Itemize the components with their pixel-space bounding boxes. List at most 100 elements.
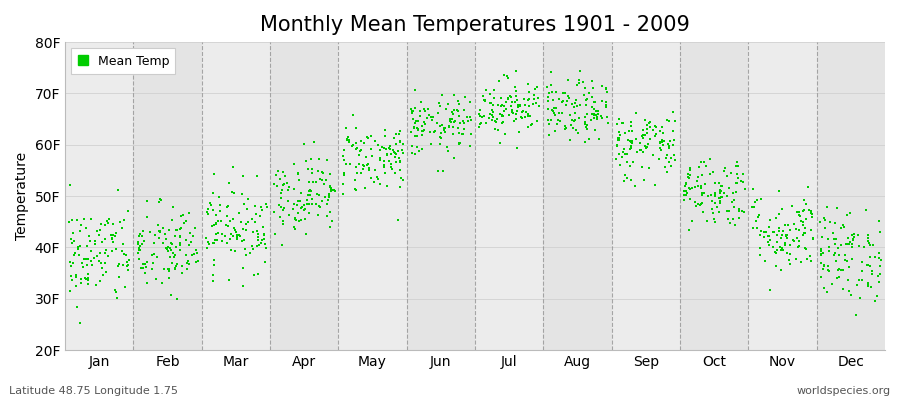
- Point: [638, 142, 652, 149]
- Point: [540, 116, 554, 123]
- Point: [98, 235, 112, 242]
- Point: [599, 99, 614, 106]
- Point: [463, 114, 477, 120]
- Point: [250, 237, 265, 244]
- Point: [403, 129, 418, 135]
- Point: [456, 106, 471, 113]
- Point: [433, 134, 447, 140]
- Point: [503, 103, 517, 110]
- Point: [834, 267, 849, 273]
- Point: [178, 252, 193, 258]
- Point: [437, 125, 452, 131]
- Point: [153, 228, 167, 234]
- Point: [106, 232, 121, 238]
- Point: [410, 125, 424, 131]
- Point: [101, 253, 115, 259]
- Point: [504, 106, 518, 113]
- Point: [320, 201, 334, 207]
- Point: [248, 203, 262, 209]
- Point: [501, 96, 516, 102]
- Point: [649, 123, 663, 130]
- Point: [215, 231, 230, 237]
- Point: [587, 98, 601, 105]
- Point: [98, 222, 112, 229]
- Point: [708, 200, 723, 206]
- Point: [611, 137, 625, 143]
- Point: [94, 221, 108, 227]
- Point: [769, 263, 783, 269]
- Point: [282, 212, 296, 218]
- Point: [638, 132, 652, 138]
- Point: [337, 170, 351, 176]
- Point: [68, 283, 83, 290]
- Point: [206, 278, 220, 284]
- Point: [392, 128, 407, 134]
- Point: [222, 218, 237, 224]
- Point: [211, 230, 225, 236]
- Point: [775, 244, 789, 251]
- Point: [550, 121, 564, 127]
- Point: [719, 193, 733, 199]
- Point: [181, 258, 195, 264]
- Point: [153, 196, 167, 203]
- Point: [836, 267, 850, 274]
- Point: [292, 198, 307, 204]
- Point: [620, 150, 634, 157]
- Point: [383, 163, 398, 170]
- Point: [175, 224, 189, 231]
- Point: [542, 90, 556, 96]
- Point: [763, 216, 778, 223]
- Point: [207, 256, 221, 263]
- Point: [256, 237, 270, 244]
- Point: [78, 225, 93, 232]
- Point: [688, 184, 702, 190]
- Point: [715, 194, 729, 200]
- Point: [498, 102, 512, 109]
- Point: [695, 200, 709, 206]
- Point: [109, 246, 123, 252]
- Point: [732, 207, 746, 214]
- Point: [578, 121, 592, 128]
- Point: [322, 194, 337, 200]
- Point: [776, 228, 790, 234]
- Point: [735, 179, 750, 185]
- Point: [351, 161, 365, 168]
- Point: [540, 84, 554, 90]
- Point: [805, 210, 819, 217]
- Point: [315, 176, 329, 183]
- Point: [661, 117, 675, 123]
- Point: [695, 172, 709, 178]
- Point: [388, 170, 402, 176]
- Point: [816, 284, 831, 291]
- Point: [140, 264, 154, 270]
- Point: [815, 266, 830, 272]
- Point: [841, 277, 855, 284]
- Point: [587, 99, 601, 106]
- Point: [408, 133, 422, 140]
- Point: [88, 282, 103, 288]
- Point: [294, 204, 309, 210]
- Point: [277, 205, 292, 212]
- Point: [861, 280, 876, 286]
- Point: [274, 195, 289, 202]
- Point: [568, 100, 582, 106]
- Point: [472, 107, 487, 113]
- Point: [862, 263, 877, 269]
- Point: [615, 154, 629, 160]
- Point: [242, 250, 256, 257]
- Point: [668, 157, 682, 163]
- Point: [226, 164, 240, 170]
- Point: [207, 222, 221, 228]
- Point: [450, 98, 464, 104]
- Point: [287, 224, 302, 230]
- Point: [700, 193, 715, 200]
- Point: [495, 112, 509, 118]
- Point: [832, 266, 846, 272]
- Point: [579, 102, 593, 108]
- Point: [565, 101, 580, 107]
- Point: [221, 277, 236, 283]
- Point: [695, 192, 709, 198]
- Point: [703, 171, 717, 178]
- Point: [493, 111, 508, 117]
- Point: [98, 260, 112, 266]
